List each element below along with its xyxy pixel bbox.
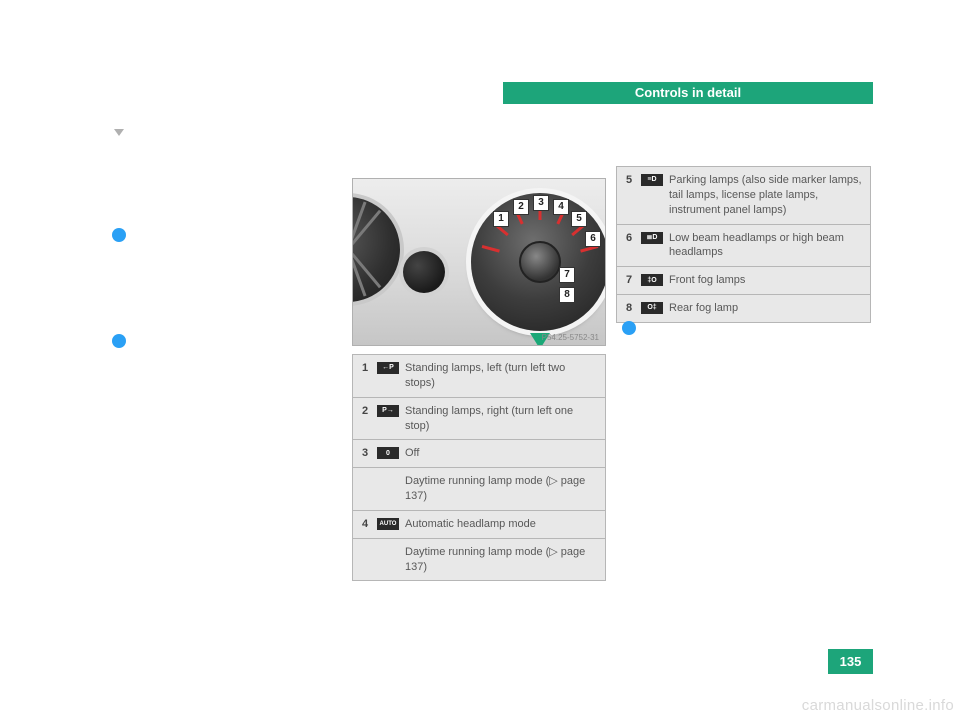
table-row: 2 P→ Standing lamps, right (turn left on… <box>353 397 605 440</box>
table-row: 3 0 Off <box>353 439 605 467</box>
row-desc: Daytime running lamp mode (▷ page 137) <box>405 545 597 575</box>
switch-positions-table-right: 5 ≡D Parking lamps (also side marker lam… <box>616 166 871 323</box>
table-row-sub: Daytime running lamp mode (▷ page 137) <box>353 467 605 510</box>
callout-3: 3 <box>533 195 549 211</box>
callout-4: 4 <box>553 199 569 215</box>
row-num: 7 <box>623 273 635 288</box>
front-fog-icon: ‡O <box>641 274 663 286</box>
table-row: 1 ←P Standing lamps, left (turn left two… <box>353 355 605 397</box>
row-desc: Standing lamps, right (turn left one sto… <box>405 404 597 434</box>
switch-positions-table-left: 1 ←P Standing lamps, left (turn left two… <box>352 354 606 581</box>
row-num: 8 <box>623 301 635 316</box>
callout-8: 8 <box>559 287 575 303</box>
bullet-dot <box>112 334 126 348</box>
standing-lamp-right-icon: P→ <box>377 405 399 417</box>
row-desc: Rear fog lamp <box>669 301 862 316</box>
row-desc: Front fog lamps <box>669 273 862 288</box>
off-icon: 0 <box>377 447 399 459</box>
low-beam-icon: ≣D <box>641 232 663 244</box>
exterior-lamp-switch-illustration: 1 2 3 4 5 6 7 8 P54.25-5752-31 <box>352 178 606 346</box>
page-number: 135 <box>828 649 873 674</box>
bullet-column <box>112 228 126 348</box>
table-row-sub: Daytime running lamp mode (▷ page 137) <box>353 538 605 581</box>
table-row: 4 AUTO Automatic headlamp mode <box>353 510 605 538</box>
rear-fog-icon: O‡ <box>641 302 663 314</box>
bullet-dot <box>112 228 126 242</box>
center-knob <box>519 241 561 283</box>
row-desc: Low beam headlamps or high beam headlamp… <box>669 231 862 261</box>
row-num: 6 <box>623 231 635 246</box>
callout-1: 1 <box>493 211 509 227</box>
row-num: 1 <box>359 361 371 376</box>
row-num: 3 <box>359 446 371 461</box>
row-num: 5 <box>623 173 635 188</box>
table-row: 5 ≡D Parking lamps (also side marker lam… <box>617 167 870 224</box>
bullet-dot <box>622 321 636 335</box>
image-code: P54.25-5752-31 <box>542 333 599 342</box>
row-num: 2 <box>359 404 371 419</box>
row-num: 4 <box>359 517 371 532</box>
watermark: carmanualsonline.info <box>802 697 954 714</box>
row-desc: Daytime running lamp mode (▷ page 137) <box>405 474 597 504</box>
table-row: 8 O‡ Rear fog lamp <box>617 294 870 322</box>
standing-lamp-left-icon: ←P <box>377 362 399 374</box>
table-row: 7 ‡O Front fog lamps <box>617 266 870 294</box>
header-bar: Controls in detail <box>503 82 873 104</box>
callout-2: 2 <box>513 199 529 215</box>
row-desc: Standing lamps, left (turn left two stop… <box>405 361 597 391</box>
table-row: 6 ≣D Low beam headlamps or high beam hea… <box>617 224 870 267</box>
row-desc: Parking lamps (also side marker lamps, t… <box>669 173 862 218</box>
parking-lamp-icon: ≡D <box>641 174 663 186</box>
row-desc: Automatic headlamp mode <box>405 517 597 532</box>
callout-7: 7 <box>559 267 575 283</box>
callout-5: 5 <box>571 211 587 227</box>
section-marker-triangle <box>114 129 124 136</box>
row-desc: Off <box>405 446 597 461</box>
air-vent <box>352 197 400 302</box>
callout-6: 6 <box>585 231 601 247</box>
auto-icon: AUTO <box>377 518 399 530</box>
small-knob <box>403 251 445 293</box>
